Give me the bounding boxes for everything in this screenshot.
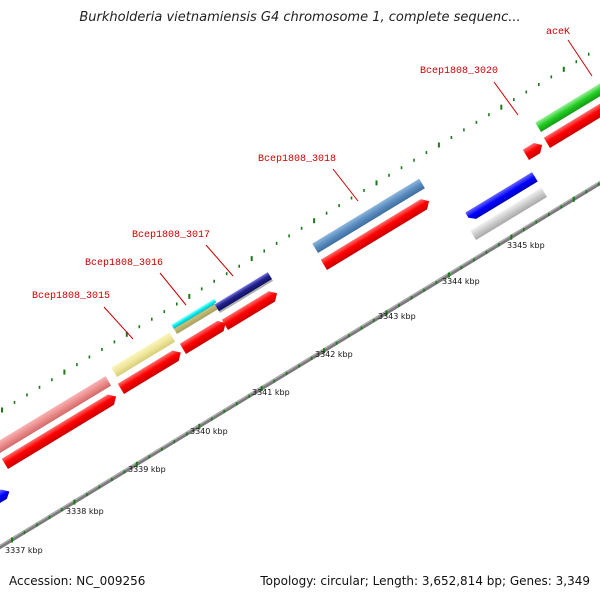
kbp-label: 3342 kbp xyxy=(315,350,353,359)
kbp-label: 3337 kbp xyxy=(5,546,43,555)
gene-feature-bcep1808-3016[interactable] xyxy=(111,332,176,377)
topology-text: Topology: circular; Length: 3,652,814 bp… xyxy=(260,574,590,588)
gene-label-acek[interactable]: aceK xyxy=(546,27,570,38)
feature-track-outer xyxy=(0,81,600,455)
sequence-backbone-highlight xyxy=(0,181,600,547)
gene-label-bcep1808-3018[interactable]: Bcep1808_3018 xyxy=(258,154,336,165)
gene-feature-grey[interactable] xyxy=(470,187,547,240)
sequence-backbone xyxy=(0,180,600,550)
accession-text: Accession: NC_009256 xyxy=(9,574,146,588)
cds-arrow[interactable] xyxy=(1,391,119,469)
cds-arrow[interactable] xyxy=(543,98,600,148)
cds-arrow[interactable] xyxy=(221,288,280,330)
cds-arrow[interactable] xyxy=(179,318,229,354)
cds-track xyxy=(1,98,600,469)
gene-feature-bcep1808-3018[interactable] xyxy=(312,178,425,253)
cds-arrow[interactable] xyxy=(522,140,545,160)
gene-label-bcep1808-3020[interactable]: Bcep1808_3020 xyxy=(420,66,498,77)
gene-feature-bcep1808-3017b[interactable] xyxy=(214,271,274,313)
kbp-label: 3343 kbp xyxy=(378,312,416,321)
kbp-label: 3339 kbp xyxy=(128,465,166,474)
lower-tick-row xyxy=(11,182,600,543)
map-title: Burkholderia vietnamiensis G4 chromosome… xyxy=(79,10,521,25)
kbp-scale-labels: 3337 kbp 3338 kbp 3339 kbp 3340 kbp 3341… xyxy=(5,241,545,555)
cds-arrow[interactable] xyxy=(320,196,432,270)
gene-label-bcep1808-3016[interactable]: Bcep1808_3016 xyxy=(85,258,163,269)
gene-labels: aceK Bcep1808_3020 Bcep1808_3018 Bcep180… xyxy=(32,27,570,302)
callout-lines xyxy=(103,39,593,340)
kbp-label: 3338 kbp xyxy=(66,507,104,516)
gene-feature-acek[interactable] xyxy=(535,81,600,132)
upper-tick-row xyxy=(1,52,590,413)
kbp-label: 3341 kbp xyxy=(252,388,290,397)
gene-label-bcep1808-3017[interactable]: Bcep1808_3017 xyxy=(132,230,210,241)
gene-feature-blue[interactable] xyxy=(465,172,538,222)
gene-feature-bcep1808-3017[interactable] xyxy=(171,298,220,334)
gene-feature-blue-left[interactable] xyxy=(0,486,12,505)
gene-label-bcep1808-3015[interactable]: Bcep1808_3015 xyxy=(32,291,110,302)
kbp-label: 3340 kbp xyxy=(190,427,228,436)
cds-arrow[interactable] xyxy=(117,347,184,394)
kbp-label: 3345 kbp xyxy=(507,241,545,250)
kbp-label: 3344 kbp xyxy=(442,277,480,286)
gene-feature-bcep1808-3015[interactable] xyxy=(0,376,112,455)
feature-track-lower xyxy=(0,172,547,505)
